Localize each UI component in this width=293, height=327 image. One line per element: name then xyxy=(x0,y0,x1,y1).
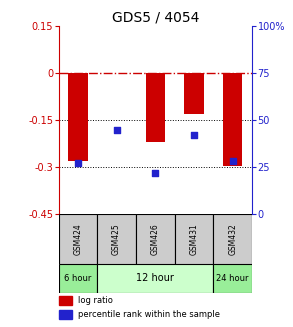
Text: 24 hour: 24 hour xyxy=(217,274,249,283)
Text: GSM431: GSM431 xyxy=(190,223,198,255)
Text: 6 hour: 6 hour xyxy=(64,274,92,283)
Bar xyxy=(68,73,88,161)
Bar xyxy=(223,73,242,165)
Bar xyxy=(97,214,136,264)
Bar xyxy=(97,264,213,293)
Bar xyxy=(175,214,213,264)
Point xyxy=(192,132,196,138)
Text: log ratio: log ratio xyxy=(78,296,113,305)
Text: 12 hour: 12 hour xyxy=(136,273,174,284)
Point xyxy=(76,161,80,166)
Bar xyxy=(146,73,165,142)
Text: GSM432: GSM432 xyxy=(228,223,237,255)
Bar xyxy=(59,214,97,264)
Text: GSM425: GSM425 xyxy=(112,223,121,255)
Bar xyxy=(213,214,252,264)
Point xyxy=(230,159,235,164)
Point xyxy=(153,170,158,175)
Text: GSM424: GSM424 xyxy=(74,223,82,255)
Text: GSM426: GSM426 xyxy=(151,223,160,255)
Bar xyxy=(136,214,175,264)
Bar xyxy=(213,264,252,293)
Bar xyxy=(184,73,204,114)
Bar xyxy=(59,264,97,293)
Point xyxy=(114,127,119,132)
Text: percentile rank within the sample: percentile rank within the sample xyxy=(78,310,220,319)
Title: GDS5 / 4054: GDS5 / 4054 xyxy=(112,11,199,25)
Bar xyxy=(59,296,72,305)
Bar xyxy=(59,310,72,319)
